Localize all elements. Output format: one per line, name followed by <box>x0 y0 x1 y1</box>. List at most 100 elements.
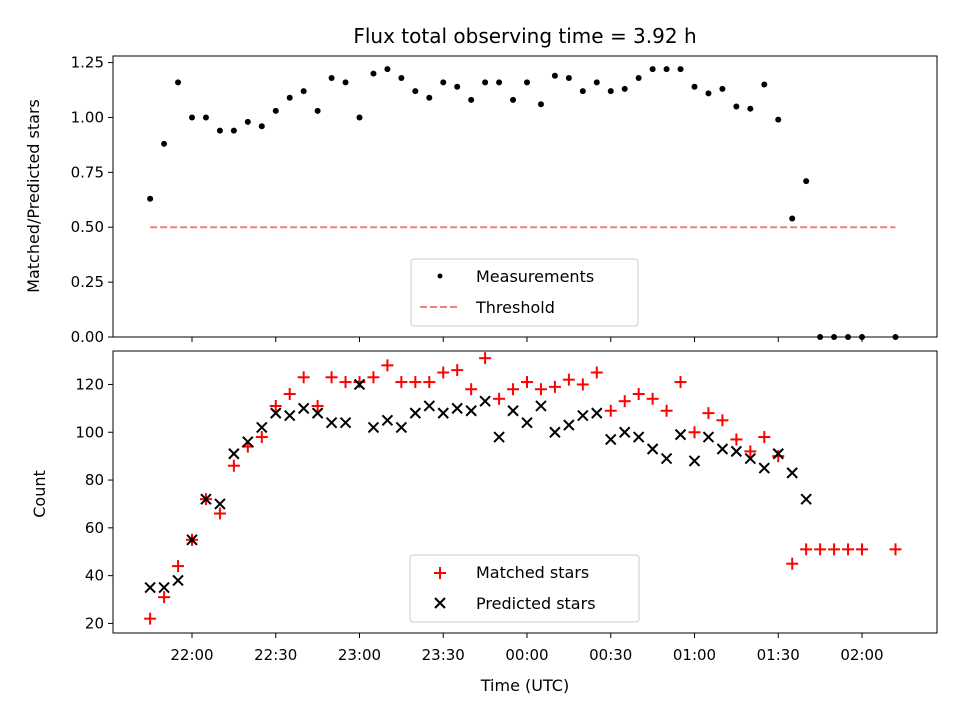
matched-star-point <box>889 543 902 556</box>
measurement-point <box>649 66 656 73</box>
measurement-point <box>286 94 293 101</box>
measurement-point <box>719 85 726 92</box>
y-tick-label: 40 <box>85 567 104 585</box>
y-tick-label: 0.50 <box>71 218 104 236</box>
predicted-star-point <box>214 498 226 510</box>
x-tick-label: 02:00 <box>840 646 883 664</box>
measurement-point <box>496 79 503 86</box>
chart-title: Flux total observing time = 3.92 h <box>353 24 696 48</box>
legend-predicted-marker <box>434 597 446 609</box>
measurement-point <box>607 88 614 95</box>
measurements-points <box>147 66 899 340</box>
y-tick-label: 120 <box>75 375 104 393</box>
legend-threshold-label: Threshold <box>475 298 555 317</box>
predicted-star-point <box>800 493 812 505</box>
predicted-star-point <box>702 431 715 443</box>
bottom-legend-box <box>409 554 640 623</box>
measurement-point <box>244 118 251 125</box>
matched-star-point <box>311 399 324 412</box>
measurement-point <box>537 101 544 108</box>
predicted-star-point <box>186 534 198 546</box>
matched-star-point <box>227 459 240 472</box>
top-x-ticks <box>191 337 863 342</box>
measurement-point <box>733 103 740 110</box>
predicted-star-point <box>619 426 631 438</box>
matched-star-point <box>437 366 450 379</box>
bottom-x-ticks: 22:00 22:30 23:00 23:30 00:00 00:30 01:00 01:30… <box>170 633 884 664</box>
measurement-point <box>300 88 307 95</box>
top-y-axis-label: Matched/Predicted stars <box>24 99 43 293</box>
matched-star-point <box>772 450 785 463</box>
top-plot-frame <box>112 55 938 338</box>
matched-star-point <box>144 612 157 625</box>
matched-star-point <box>158 591 171 604</box>
matched-star-point <box>744 445 757 458</box>
predicted-stars-points <box>144 378 812 594</box>
measurement-point <box>189 114 195 121</box>
legend-matched-label: Matched stars <box>476 563 589 582</box>
predicted-star-point <box>716 443 729 455</box>
measurement-point <box>691 83 698 90</box>
predicted-star-point <box>395 421 408 434</box>
matched-star-point <box>283 388 296 401</box>
matched-star-point <box>325 371 338 384</box>
predicted-star-point <box>465 405 477 417</box>
matched-star-point <box>507 383 520 396</box>
matched-star-point <box>842 543 855 556</box>
matched-star-point <box>632 388 645 401</box>
matched-star-point <box>688 426 701 439</box>
predicted-star-point <box>744 452 757 465</box>
predicted-star-point <box>591 407 603 419</box>
matched-star-point <box>786 557 799 570</box>
measurement-point <box>468 96 475 103</box>
x-tick-label: 23:30 <box>422 646 465 664</box>
measurement-point <box>328 74 335 81</box>
y-tick-label: 1.25 <box>71 54 104 72</box>
predicted-star-point <box>437 407 449 419</box>
x-tick-label: 22:30 <box>254 646 297 664</box>
predicted-star-point <box>270 407 282 419</box>
predicted-star-point <box>144 581 156 594</box>
measurement-point <box>175 79 182 86</box>
predicted-star-point <box>563 419 575 431</box>
x-axis-label: Time (UTC) <box>480 676 569 695</box>
predicted-star-point <box>535 400 547 412</box>
matched-star-point <box>423 376 436 389</box>
measurement-point <box>803 178 810 185</box>
bottom-panel: 20 40 60 80 100 120 22:00 22:30 23:00 23:30 00:00… <box>30 350 938 695</box>
measurement-point <box>370 70 377 77</box>
y-tick-label: 0.75 <box>71 163 104 181</box>
matched-star-point <box>856 543 868 556</box>
measurement-point <box>356 114 363 121</box>
predicted-star-point <box>758 462 770 474</box>
measurement-point <box>789 215 796 222</box>
measurement-point <box>579 88 586 95</box>
bottom-y-axis-label: Count <box>30 470 49 518</box>
predicted-star-point <box>660 452 673 465</box>
matched-star-point <box>339 376 352 389</box>
measurement-point <box>747 105 754 112</box>
measurement-point <box>510 96 517 103</box>
x-tick-label: 23:00 <box>338 646 381 664</box>
measurement-point <box>216 127 223 134</box>
bottom-legend: Matched stars Predicted stars <box>409 554 640 623</box>
matched-star-point <box>213 507 226 520</box>
matched-star-point <box>828 543 841 556</box>
y-tick-label: 0.25 <box>71 273 104 291</box>
matched-star-point <box>521 376 533 389</box>
x-tick-label: 01:00 <box>673 646 716 664</box>
matched-star-point <box>646 392 659 405</box>
predicted-star-point <box>409 407 422 419</box>
measurement-point <box>551 72 558 79</box>
predicted-star-point <box>242 436 254 448</box>
measurement-point <box>426 94 433 101</box>
legend-matched-marker <box>434 567 446 579</box>
matched-star-point <box>590 366 603 379</box>
top-legend: Measurements Threshold <box>410 258 639 327</box>
matched-star-point <box>660 404 673 417</box>
predicted-star-point <box>284 409 296 422</box>
matched-star-point <box>618 395 631 408</box>
predicted-star-point <box>353 378 366 391</box>
measurement-point <box>272 107 279 114</box>
